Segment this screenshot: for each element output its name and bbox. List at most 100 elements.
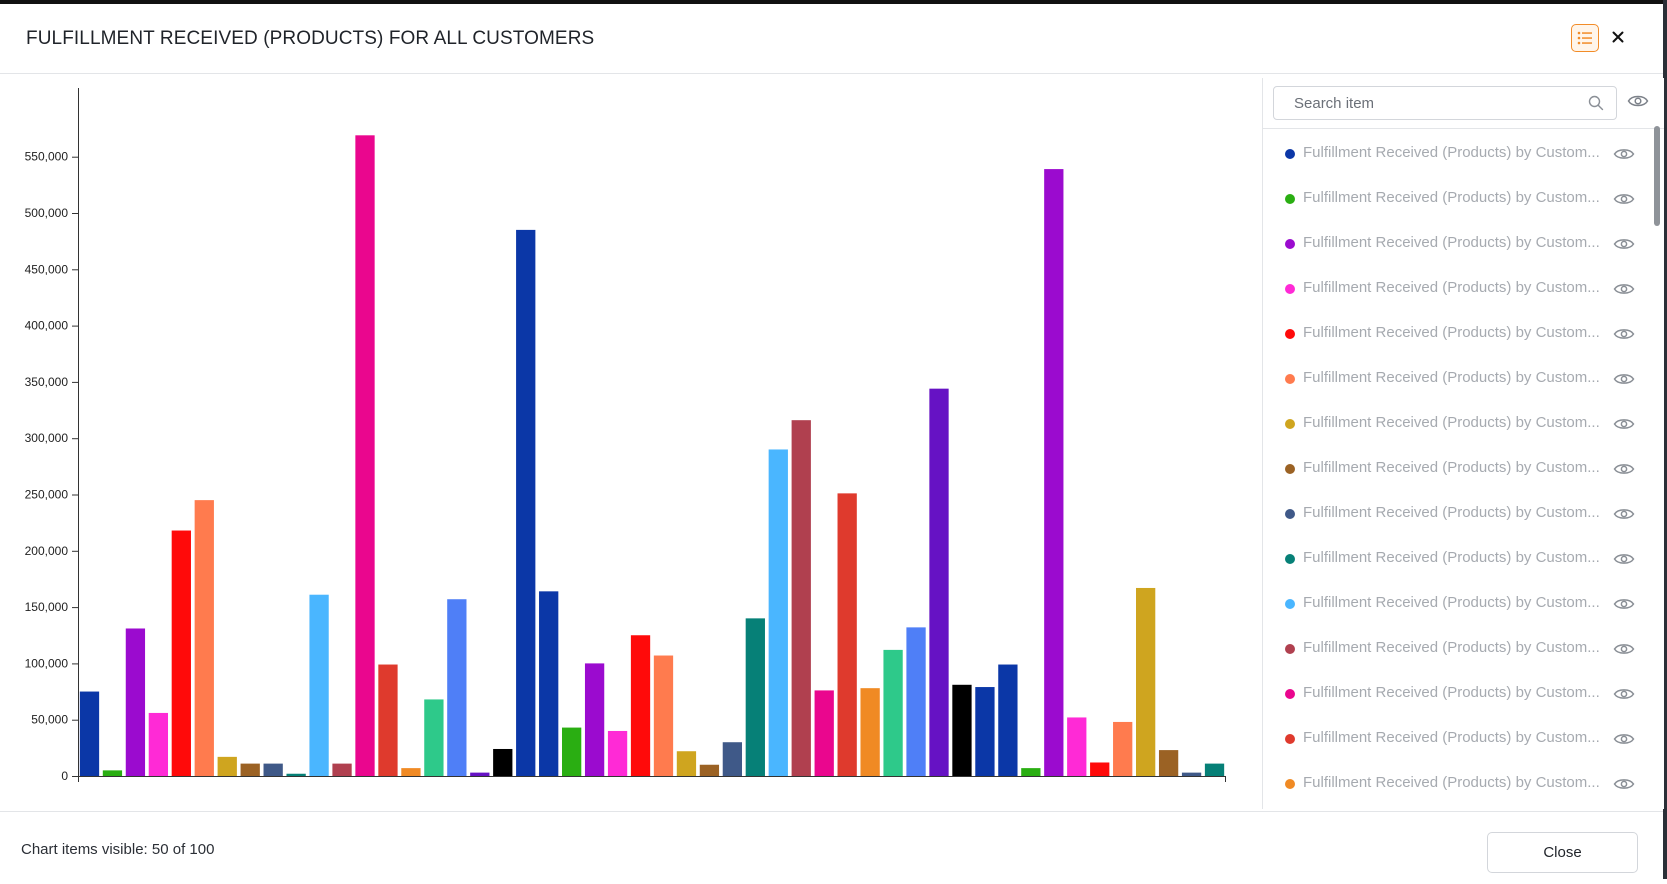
- bar[interactable]: [1090, 762, 1110, 776]
- legend-item[interactable]: Fulfillment Received (Products) by Custo…: [1263, 220, 1643, 265]
- bar[interactable]: [378, 664, 398, 776]
- legend-item[interactable]: Fulfillment Received (Products) by Custo…: [1263, 400, 1643, 445]
- bar[interactable]: [722, 742, 743, 776]
- legend-item[interactable]: Fulfillment Received (Products) by Custo…: [1263, 310, 1643, 355]
- bar[interactable]: [309, 594, 329, 776]
- legend-item[interactable]: Fulfillment Received (Products) by Custo…: [1263, 580, 1643, 625]
- legend-color-dot: [1285, 284, 1295, 294]
- y-tick-label: 50,000: [31, 713, 68, 727]
- legend-item[interactable]: Fulfillment Received (Products) by Custo…: [1263, 625, 1643, 670]
- legend-item-label: Fulfillment Received (Products) by Custo…: [1303, 324, 1600, 341]
- legend-item[interactable]: Fulfillment Received (Products) by Custo…: [1263, 265, 1643, 310]
- bar[interactable]: [1113, 721, 1133, 776]
- bar[interactable]: [860, 688, 880, 776]
- bar[interactable]: [171, 530, 191, 776]
- bar[interactable]: [929, 388, 949, 776]
- bar[interactable]: [768, 449, 788, 776]
- legend-color-dot: [1285, 374, 1295, 384]
- bar[interactable]: [263, 763, 283, 776]
- eye-icon[interactable]: [1613, 642, 1635, 656]
- bar[interactable]: [562, 727, 582, 776]
- bar[interactable]: [194, 500, 214, 776]
- eye-icon[interactable]: [1613, 192, 1635, 206]
- bar[interactable]: [332, 763, 352, 776]
- bar[interactable]: [952, 684, 972, 776]
- legend-item-label: Fulfillment Received (Products) by Custo…: [1303, 369, 1600, 386]
- eye-icon[interactable]: [1613, 147, 1635, 161]
- y-tick-label: 350,000: [25, 375, 69, 389]
- eye-icon[interactable]: [1613, 282, 1635, 296]
- legend-scrollbar[interactable]: [1654, 126, 1660, 226]
- bar[interactable]: [837, 493, 857, 776]
- legend-item-label: Fulfillment Received (Products) by Custo…: [1303, 594, 1600, 611]
- bar[interactable]: [424, 699, 444, 776]
- bar[interactable]: [676, 751, 697, 776]
- close-button[interactable]: Close: [1487, 832, 1638, 873]
- eye-icon[interactable]: [1613, 687, 1635, 701]
- eye-icon[interactable]: [1613, 597, 1635, 611]
- bar[interactable]: [1021, 768, 1041, 776]
- bar[interactable]: [286, 773, 306, 776]
- bar[interactable]: [745, 618, 765, 776]
- bar[interactable]: [699, 764, 720, 776]
- legend-item-label: Fulfillment Received (Products) by Custo…: [1303, 144, 1600, 161]
- eye-icon[interactable]: [1627, 93, 1649, 109]
- bar[interactable]: [447, 599, 467, 776]
- legend-item[interactable]: Fulfillment Received (Products) by Custo…: [1263, 445, 1643, 490]
- bar[interactable]: [1067, 717, 1087, 776]
- bar[interactable]: [217, 756, 237, 776]
- legend-toggle-button[interactable]: [1571, 24, 1599, 52]
- bar[interactable]: [125, 628, 146, 776]
- legend-item[interactable]: Fulfillment Received (Products) by Custo…: [1263, 175, 1643, 220]
- bar[interactable]: [653, 655, 674, 776]
- bar[interactable]: [998, 664, 1018, 776]
- bar[interactable]: [883, 649, 903, 776]
- eye-icon[interactable]: [1613, 732, 1635, 746]
- bar[interactable]: [493, 748, 513, 776]
- bar[interactable]: [1136, 587, 1156, 776]
- eye-icon[interactable]: [1613, 552, 1635, 566]
- bar[interactable]: [584, 663, 605, 776]
- legend-color-dot: [1285, 599, 1295, 609]
- modal-close-button[interactable]: [1607, 26, 1629, 48]
- legend-item[interactable]: Fulfillment Received (Products) by Custo…: [1263, 715, 1643, 760]
- legend-item[interactable]: Fulfillment Received (Products) by Custo…: [1263, 760, 1643, 805]
- legend-item[interactable]: Fulfillment Received (Products) by Custo…: [1263, 355, 1643, 400]
- legend-item[interactable]: Fulfillment Received (Products) by Custo…: [1263, 490, 1643, 535]
- legend-item[interactable]: Fulfillment Received (Products) by Custo…: [1263, 535, 1643, 580]
- bar[interactable]: [79, 691, 100, 776]
- legend-color-dot: [1285, 194, 1295, 204]
- eye-icon[interactable]: [1613, 462, 1635, 476]
- legend-color-dot: [1285, 689, 1295, 699]
- bar[interactable]: [906, 627, 926, 776]
- eye-icon[interactable]: [1613, 777, 1635, 791]
- legend-item[interactable]: Fulfillment Received (Products) by Custo…: [1263, 670, 1643, 715]
- bar[interactable]: [1044, 169, 1064, 777]
- bar[interactable]: [1158, 750, 1179, 776]
- search-icon[interactable]: [1588, 95, 1604, 111]
- bar[interactable]: [630, 635, 651, 776]
- bar[interactable]: [1204, 763, 1225, 776]
- eye-icon[interactable]: [1613, 372, 1635, 386]
- eye-icon[interactable]: [1613, 237, 1635, 251]
- bar[interactable]: [814, 690, 834, 776]
- eye-icon[interactable]: [1613, 417, 1635, 431]
- bar[interactable]: [102, 770, 123, 776]
- legend-list: Fulfillment Received (Products) by Custo…: [1263, 130, 1643, 805]
- bar[interactable]: [401, 768, 421, 776]
- bar[interactable]: [240, 763, 260, 776]
- eye-icon[interactable]: [1613, 507, 1635, 521]
- bar[interactable]: [148, 712, 169, 776]
- bar[interactable]: [470, 772, 490, 776]
- bar[interactable]: [355, 135, 375, 776]
- bar[interactable]: [791, 420, 811, 776]
- bar[interactable]: [539, 591, 559, 776]
- eye-icon[interactable]: [1613, 327, 1635, 341]
- legend-item-label: Fulfillment Received (Products) by Custo…: [1303, 729, 1600, 746]
- bar[interactable]: [516, 229, 536, 776]
- bar[interactable]: [975, 687, 995, 776]
- search-input[interactable]: [1274, 87, 1574, 119]
- legend-item[interactable]: Fulfillment Received (Products) by Custo…: [1263, 130, 1643, 175]
- bar[interactable]: [1181, 772, 1202, 776]
- bar[interactable]: [607, 730, 628, 776]
